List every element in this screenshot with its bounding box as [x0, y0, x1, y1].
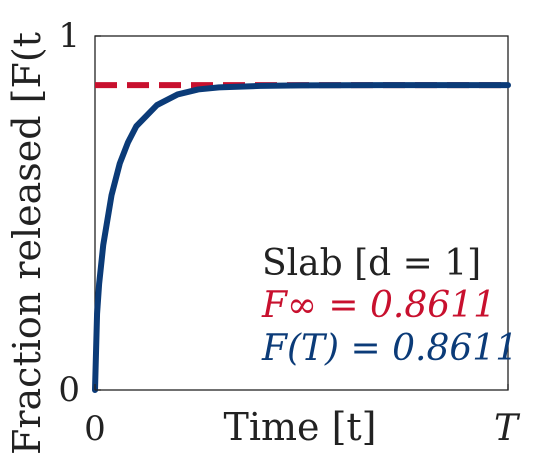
x-tick-label-left: 0 [84, 409, 106, 449]
plot-frame [94, 35, 509, 391]
series-line-f-t- [92, 82, 511, 393]
annotation-case: Slab [d = 1] [262, 243, 481, 284]
y-tick-label-bottom: 0 [58, 370, 80, 410]
x-tick-label-right: T [494, 408, 521, 449]
tick-layer [94, 35, 509, 391]
x-axis-label: Time [t] [223, 405, 376, 449]
series-layer [92, 82, 511, 393]
y-axis-label: Fraction released [F(t [5, 32, 49, 455]
annotation-ft: F(T) = 0.8611 [261, 328, 518, 369]
y-tick-label-top: 1 [58, 16, 80, 56]
annotation-finf: F∞ = 0.8611 [261, 285, 496, 326]
